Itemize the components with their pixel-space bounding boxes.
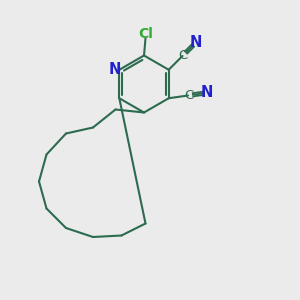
Text: N: N (109, 62, 121, 77)
Text: C: C (178, 49, 188, 62)
Text: Cl: Cl (138, 27, 153, 41)
Text: N: N (201, 85, 214, 100)
Text: N: N (190, 35, 202, 50)
Text: C: C (184, 89, 193, 102)
